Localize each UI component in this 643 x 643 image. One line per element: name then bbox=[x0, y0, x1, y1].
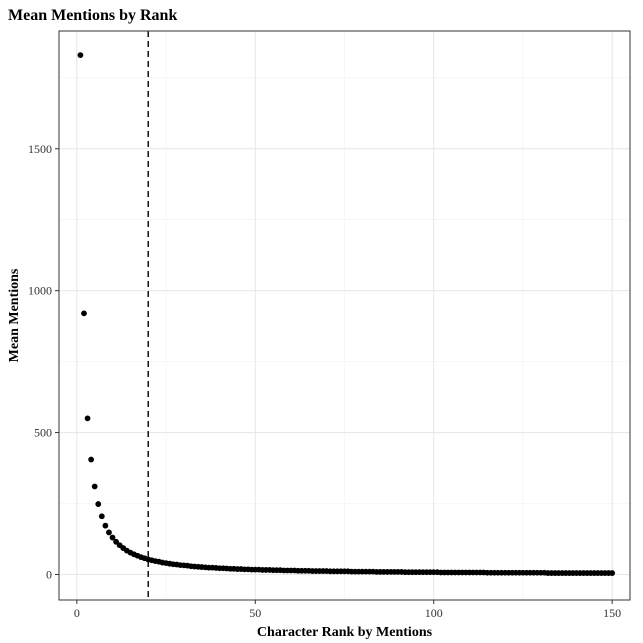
x-tick-label: 50 bbox=[249, 606, 261, 620]
data-point bbox=[81, 310, 87, 317]
x-tick-label: 100 bbox=[425, 606, 443, 620]
x-tick-label: 150 bbox=[603, 606, 621, 620]
grid-major-lines bbox=[59, 31, 630, 600]
x-axis-label: Character Rank by Mentions bbox=[257, 625, 433, 640]
plot-panel bbox=[58, 30, 631, 601]
panel-border bbox=[58, 30, 631, 601]
grid-minor-lines bbox=[59, 31, 630, 600]
data-point bbox=[91, 483, 98, 490]
y-axis: 0 500 1000 1500 bbox=[28, 142, 59, 581]
y-axis-label: Mean Mentions bbox=[7, 268, 22, 362]
x-axis: 0 50 100 150 bbox=[74, 600, 621, 620]
data-point bbox=[84, 415, 91, 422]
data-point bbox=[109, 534, 116, 541]
data-point bbox=[98, 513, 105, 520]
data-point bbox=[106, 529, 112, 536]
data-points bbox=[77, 52, 616, 576]
data-point bbox=[88, 456, 95, 463]
y-tick-label: 1500 bbox=[28, 142, 52, 156]
data-point bbox=[77, 52, 84, 59]
y-tick-label: 0 bbox=[46, 567, 52, 581]
chart-title: Mean Mentions by Rank bbox=[8, 7, 177, 24]
x-tick-label: 0 bbox=[74, 606, 80, 620]
y-tick-label: 500 bbox=[34, 426, 52, 440]
data-point bbox=[95, 501, 102, 507]
data-point bbox=[609, 570, 616, 576]
y-tick-label: 1000 bbox=[28, 284, 52, 298]
data-point bbox=[102, 522, 109, 529]
